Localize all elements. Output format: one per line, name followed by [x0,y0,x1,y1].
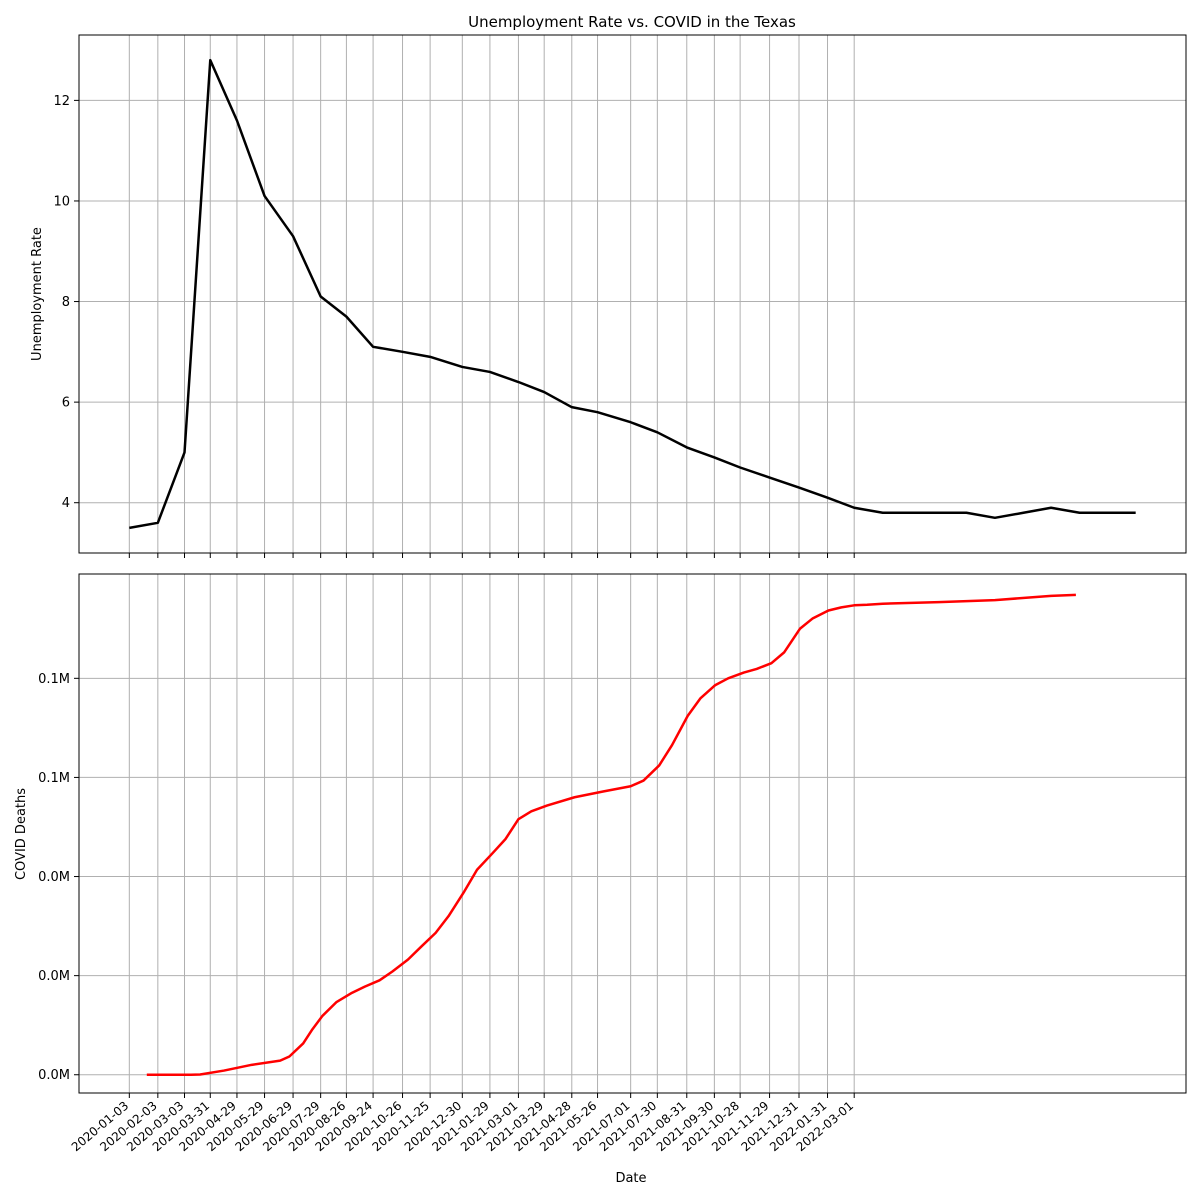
unemployment-y-tick-label: 10 [53,194,70,209]
covid-deaths-y-tick-label: 0.1M [38,771,70,786]
covid-deaths-plot-frame [78,573,1187,1094]
unemployment-panel: 4 6 8 10 12 Unemployment Rate vs. COVID in t… [30,13,1187,558]
unemployment-y-tick-label: 8 [62,295,70,310]
x-axis-label: Date [615,1171,646,1186]
unemployment-line [129,58,1136,530]
covid-deaths-y-tick-label: 0.1M [38,672,70,687]
unemployment-y-tick-label: 6 [62,396,70,411]
covid-deaths-grid [79,574,1186,1093]
unemployment-y-tick-label: 12 [53,94,70,109]
covid-deaths-y-tick-label: 0.0M [38,1068,70,1083]
unemployment-plot-frame [78,34,1187,554]
unemployment-y-tick-label: 4 [62,496,70,511]
covid-deaths-line [146,593,1076,1076]
covid-deaths-y-axis-label: COVID Deaths [14,788,29,880]
covid-deaths-y-ticks: 0.0M 0.0M 0.0M 0.1M 0.1M [38,672,79,1083]
covid-deaths-y-tick-label: 0.0M [38,969,70,984]
chart-title: Unemployment Rate vs. COVID in the Texas [468,13,796,31]
covid-deaths-y-tick-label: 0.0M [38,870,70,885]
unemployment-y-ticks: 4 6 8 10 12 [53,94,79,511]
unemployment-x-tick-marks [128,553,855,558]
unemployment-y-axis-label: Unemployment Rate [30,227,45,361]
